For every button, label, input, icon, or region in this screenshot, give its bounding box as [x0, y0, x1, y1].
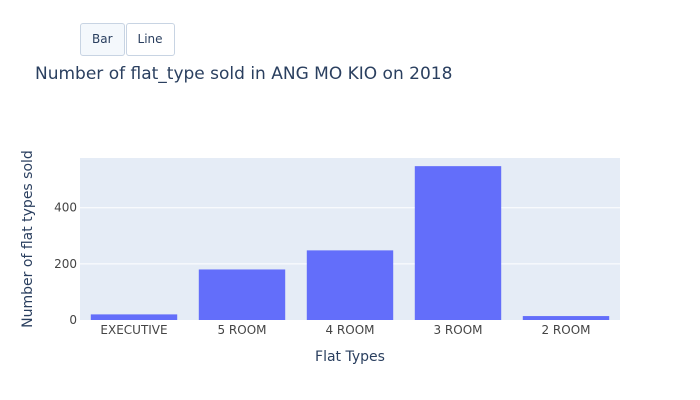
- bar-5-room[interactable]: [198, 269, 286, 320]
- y-tick-label: 0: [69, 313, 77, 327]
- x-tick-label: 3 ROOM: [433, 323, 482, 337]
- bar-4-room[interactable]: [306, 250, 394, 320]
- bar-executive[interactable]: [90, 314, 178, 320]
- chart-title: Number of flat_type sold in ANG MO KIO o…: [35, 64, 452, 84]
- x-axis-ticks: EXECUTIVE 5 ROOM 4 ROOM 3 ROOM 2 ROOM: [100, 323, 590, 337]
- bar-button[interactable]: Bar: [80, 23, 125, 56]
- line-button[interactable]: Line: [125, 23, 175, 56]
- bar-2-room[interactable]: [522, 316, 610, 320]
- x-tick-label: 2 ROOM: [541, 323, 590, 337]
- chart-type-toggle: Bar Line: [80, 23, 176, 56]
- y-axis-ticks: 0 200 400: [54, 201, 77, 327]
- y-axis-label: Number of flat types sold: [20, 150, 36, 328]
- x-tick-label: 4 ROOM: [325, 323, 374, 337]
- x-axis-label: Flat Types: [315, 349, 385, 365]
- y-tick-label: 400: [54, 201, 77, 215]
- y-tick-label: 200: [54, 257, 77, 271]
- bars: [90, 166, 610, 320]
- x-tick-label: EXECUTIVE: [100, 323, 167, 337]
- bar-3-room[interactable]: [414, 166, 502, 320]
- x-tick-label: 5 ROOM: [217, 323, 266, 337]
